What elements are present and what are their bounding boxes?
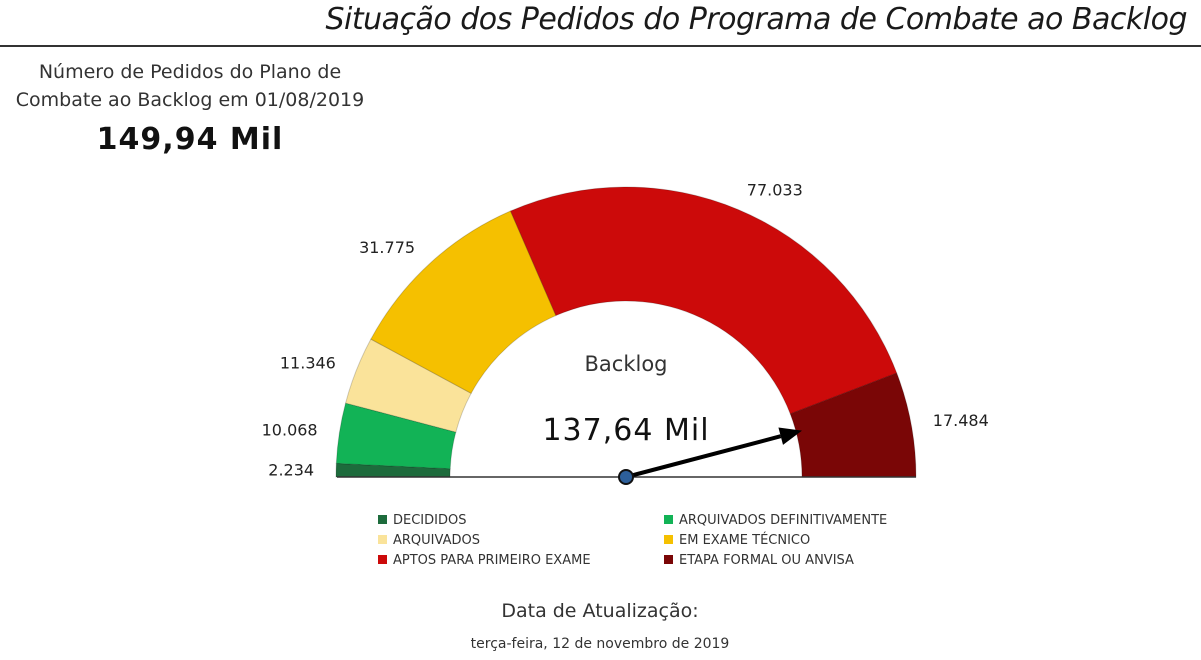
legend-label: EM EXAME TÉCNICO bbox=[679, 533, 810, 548]
legend-item-arquivados: ARQUIVADOS bbox=[378, 533, 480, 548]
legend-swatch bbox=[664, 515, 673, 524]
gauge-center-value: 137,64 Mil bbox=[542, 413, 709, 448]
gauge-value-label: 11.346 bbox=[280, 353, 336, 372]
legend-item-aptos-para-primeiro-exame: APTOS PARA PRIMEIRO EXAME bbox=[378, 553, 591, 568]
gauge-value-label: 10.068 bbox=[262, 421, 318, 440]
update-date: terça-feira, 12 de novembro de 2019 bbox=[420, 636, 780, 652]
update-label: Data de Atualização: bbox=[450, 600, 750, 622]
legend-item-etapa-formal-ou-anvisa: ETAPA FORMAL OU ANVISA bbox=[664, 553, 854, 568]
backlog-gauge-chart: 2.234 10.068 11.346 31.775 77.033 17.484 Back… bbox=[0, 0, 1201, 600]
legend-label: ETAPA FORMAL OU ANVISA bbox=[679, 553, 854, 568]
legend-swatch bbox=[664, 535, 673, 544]
legend-label: DECIDIDOS bbox=[393, 513, 466, 528]
gauge-segment-aptos-para-primeiro-exame bbox=[511, 187, 897, 414]
gauge-value-label: 77.033 bbox=[747, 180, 803, 199]
gauge-value-label: 31.775 bbox=[359, 238, 415, 257]
legend-swatch bbox=[378, 535, 387, 544]
legend-item-arquivados-definitivamente: ARQUIVADOS DEFINITIVAMENTE bbox=[664, 513, 887, 528]
gauge-needle-hub bbox=[619, 470, 633, 484]
legend-item-em-exame-tecnico: EM EXAME TÉCNICO bbox=[664, 533, 810, 548]
legend-swatch bbox=[378, 515, 387, 524]
legend-label: ARQUIVADOS bbox=[393, 533, 480, 548]
gauge-value-label: 2.234 bbox=[268, 461, 314, 480]
legend-label: APTOS PARA PRIMEIRO EXAME bbox=[393, 553, 591, 568]
legend-label: ARQUIVADOS DEFINITIVAMENTE bbox=[679, 513, 887, 528]
legend-swatch bbox=[664, 555, 673, 564]
legend-item-decididos: DECIDIDOS bbox=[378, 513, 466, 528]
gauge-center-label: Backlog bbox=[585, 352, 668, 376]
legend-swatch bbox=[378, 555, 387, 564]
gauge-value-label: 17.484 bbox=[933, 411, 989, 430]
